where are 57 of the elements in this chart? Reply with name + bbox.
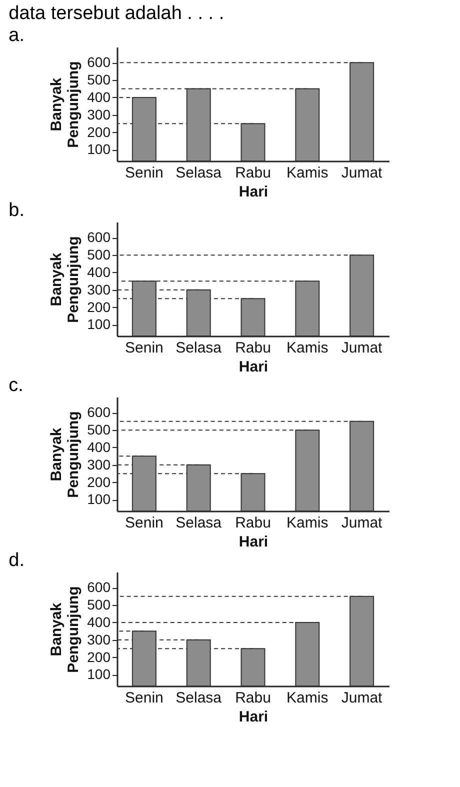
- x-tick-label: Rabu: [235, 514, 271, 532]
- x-tick-label: Senin: [125, 340, 164, 356]
- x-tick-label: Jumat: [341, 340, 384, 356]
- x-axis-title: Hari: [238, 184, 268, 200]
- y-tick-label: 600: [87, 229, 111, 246]
- y-axis-title: Banyak Pengunjung: [48, 61, 82, 148]
- chart-title: b.: [8, 200, 24, 221]
- y-axis-title: Banyak Pengunjung: [48, 586, 82, 673]
- y-tick-label: 400: [87, 438, 111, 455]
- x-axis-title: Hari: [238, 534, 268, 550]
- y-tick-label: 300: [87, 456, 111, 472]
- x-tick-label: Rabu: [235, 164, 271, 182]
- y-tick-label: 500: [87, 422, 111, 438]
- y-tick-label: 400: [87, 264, 111, 280]
- x-tick-label: Senin: [125, 164, 164, 182]
- x-tick-label: Selasa: [176, 514, 222, 532]
- y-tick-label: 500: [87, 72, 111, 88]
- y-tick-label: 500: [87, 596, 111, 613]
- y-tick-label: 300: [87, 106, 111, 122]
- x-tick-label: Kamis: [286, 340, 328, 356]
- chart-title: d.: [8, 550, 24, 571]
- x-tick-label: Selasa: [176, 164, 222, 182]
- x-tick-label: Jumat: [341, 514, 384, 532]
- y-tick-label: 300: [87, 631, 111, 648]
- x-tick-label: Jumat: [341, 690, 384, 706]
- y-tick-label: 500: [87, 246, 111, 263]
- y-tick-label: 400: [87, 614, 111, 630]
- chart-subtitle: a.: [8, 25, 24, 46]
- y-axis-title: Banyak Pengunjung: [48, 411, 82, 498]
- x-tick-label: Rabu: [235, 690, 271, 706]
- y-tick-label: 200: [87, 474, 111, 490]
- y-tick-label: 100: [87, 316, 111, 332]
- y-tick-label: 600: [87, 579, 111, 596]
- y-axis-title: Banyak Pengunjung: [48, 236, 82, 323]
- x-tick-label: Senin: [125, 514, 164, 532]
- x-axis-title: Hari: [238, 708, 268, 726]
- y-tick-label: 200: [87, 648, 111, 665]
- x-tick-label: Rabu: [235, 340, 271, 356]
- x-tick-label: Kamis: [286, 690, 328, 706]
- y-tick-label: 300: [87, 281, 111, 298]
- chart-title: data tersebut adalah . . . .: [8, 3, 224, 24]
- chart-title: c.: [8, 375, 24, 396]
- x-tick-label: Kamis: [286, 514, 328, 532]
- x-tick-label: Selasa: [176, 690, 222, 706]
- x-tick-label: Jumat: [341, 164, 384, 182]
- x-axis-title: Hari: [238, 358, 268, 376]
- y-tick-label: 100: [87, 666, 111, 682]
- y-tick-label: 600: [87, 54, 111, 70]
- y-tick-label: 200: [87, 298, 111, 315]
- x-tick-label: Selasa: [176, 340, 222, 356]
- y-tick-label: 600: [87, 404, 111, 420]
- y-tick-label: 100: [87, 491, 111, 508]
- y-tick-label: 400: [87, 88, 111, 105]
- x-tick-label: Kamis: [286, 164, 328, 182]
- x-tick-label: Senin: [125, 690, 164, 706]
- y-tick-label: 200: [87, 124, 111, 140]
- y-tick-label: 100: [87, 141, 111, 158]
